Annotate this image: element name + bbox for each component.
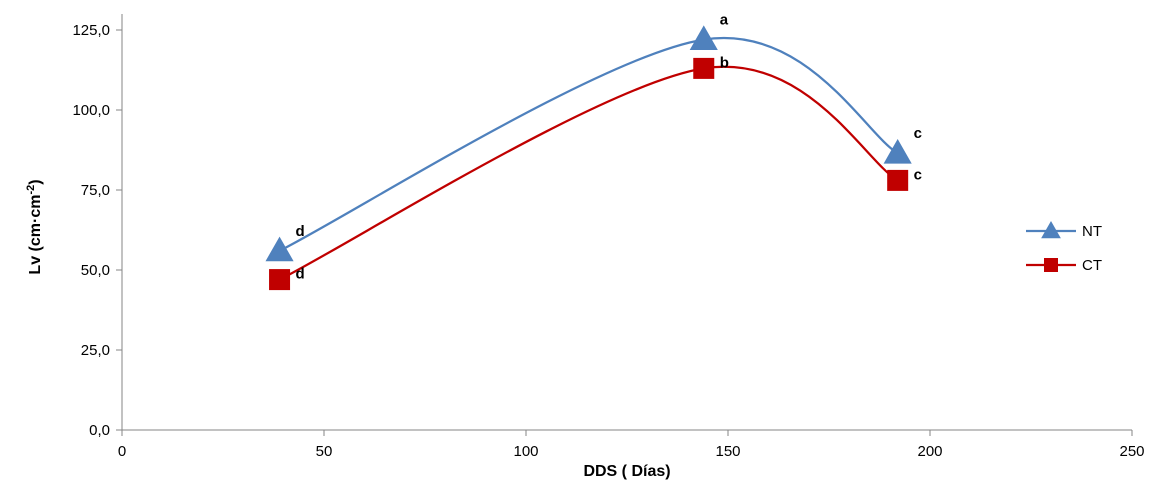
legend-label-ct: CT: [1082, 257, 1102, 274]
y-axis-title-end: ): [27, 179, 44, 184]
x-tick-label: 0: [118, 443, 126, 460]
y-tick-label: 125,0: [72, 22, 110, 39]
y-axis-title-main: Lv (cm·cm: [27, 195, 44, 275]
x-axis-title: DDS ( Días): [583, 463, 670, 480]
axes: 0,0 25,0 50,0 75,0 100,0 125,0 0 50 100 150 200 250: [72, 14, 1145, 460]
x-tick-label: 200: [917, 443, 942, 460]
series-line-ct: [279, 65, 899, 281]
point-label-nt: a: [720, 12, 729, 29]
point-ct: [269, 269, 291, 291]
legend-marker-nt: [1041, 220, 1061, 239]
point-label-nt: d: [296, 223, 305, 240]
point-label-nt: c: [914, 125, 922, 142]
y-tick-label: 25,0: [81, 342, 110, 359]
legend: NT CT: [1026, 220, 1102, 274]
x-tick-label: 250: [1119, 443, 1144, 460]
point-nt: [689, 25, 718, 50]
y-tick-label: 75,0: [81, 182, 110, 199]
x-tick-label: 50: [316, 443, 333, 460]
point-nt: [265, 236, 294, 262]
point-ct: [887, 169, 909, 191]
y-axis-title: Lv (cm·cm-2): [25, 179, 44, 274]
x-tick-label: 150: [715, 443, 740, 460]
point-label-ct: c: [914, 166, 922, 183]
point-ct: [693, 57, 715, 79]
point-label-ct: b: [720, 54, 729, 71]
legend-label-nt: NT: [1082, 223, 1102, 240]
y-tick-label: 100,0: [72, 102, 110, 119]
x-tick-label: 100: [513, 443, 538, 460]
y-tick-label: 0,0: [89, 422, 110, 439]
series-line-nt: [279, 36, 899, 252]
series-layer: [265, 25, 912, 291]
point-nt: [883, 138, 912, 164]
legend-marker-ct: [1044, 258, 1058, 272]
y-tick-label: 50,0: [81, 262, 110, 279]
point-label-ct: d: [296, 266, 305, 283]
point-labels: d a c d b c: [296, 12, 922, 283]
y-axis-title-sup: -2: [25, 185, 37, 195]
